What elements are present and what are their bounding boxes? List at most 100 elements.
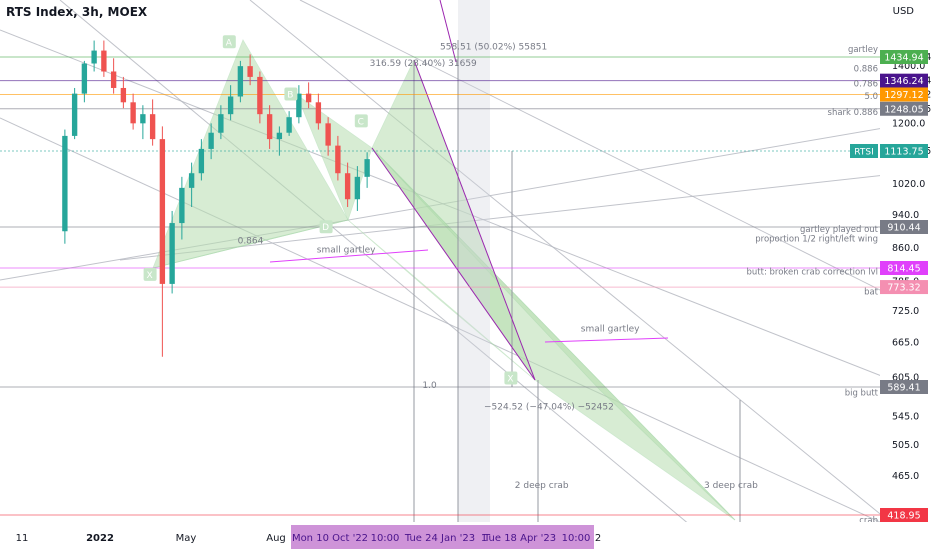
chart-note: small gartley: [581, 325, 640, 335]
price-label-box: [880, 101, 928, 116]
price-label: 1434.94: [884, 53, 923, 64]
price-label: 773.32: [887, 283, 920, 294]
y-tick-label: 860.0: [892, 243, 919, 254]
candle-body: [325, 123, 331, 146]
candle-body: [208, 132, 214, 149]
time-range-label: Tue 18 Apr '23: [483, 533, 556, 544]
candle-body: [286, 117, 292, 133]
candle-body: [71, 93, 78, 136]
point-label-box: [319, 220, 333, 234]
point-label-box: [222, 35, 236, 49]
harmonic-pattern-shape: [347, 219, 536, 381]
trend-line: [299, 0, 901, 301]
trend-line: [119, 169, 931, 261]
candle-body: [179, 187, 185, 224]
candle-body: [159, 139, 166, 284]
chart-note: 2 deep crab: [515, 481, 569, 491]
small-gartley-line: [269, 249, 429, 263]
harmonic-pattern-shape: [371, 147, 736, 521]
price-label-box: [880, 220, 928, 234]
candle-body: [169, 223, 175, 284]
chart-note: 316.59 (28.40%) 31659: [370, 59, 477, 69]
price-label: 814.45: [887, 263, 920, 274]
candle-body: [62, 135, 68, 232]
trend-line: [59, 0, 721, 550]
chart-note: small gartley: [317, 245, 376, 255]
level-note: crab: [859, 516, 878, 526]
price-label: 1346.24: [884, 76, 923, 87]
point-label-box: [354, 114, 368, 128]
x-tick-label: 2022: [86, 533, 114, 544]
price-label: 1248.05: [884, 104, 923, 115]
point-label-box: [143, 267, 157, 281]
candle-body: [335, 145, 341, 174]
candle-body: [101, 50, 107, 72]
level-note: big butt: [845, 389, 879, 399]
price-label: 589.41: [887, 383, 920, 394]
price-label-box: [880, 380, 928, 394]
time-range-label: 10:00: [371, 533, 400, 544]
level-note: 5.0: [864, 92, 878, 102]
candle-body: [91, 50, 97, 64]
projection-band: [458, 0, 490, 522]
level-note: 0.886: [854, 64, 878, 74]
candle-body: [364, 159, 370, 177]
chart-note: 1.0: [422, 381, 437, 391]
candle-body: [81, 63, 88, 94]
candle-body: [305, 93, 312, 103]
price-label: 1113.75: [884, 147, 923, 158]
point-label: D: [322, 223, 329, 233]
y-tick-label: 1020.0: [892, 179, 925, 190]
y-tick-label: 505.0: [892, 440, 919, 451]
price-label-box: [880, 508, 928, 522]
candle-body: [110, 71, 117, 88]
candle-body: [140, 114, 146, 124]
point-label-box: [504, 371, 518, 385]
point-label: B: [287, 91, 293, 101]
price-label-box: [880, 280, 928, 295]
chart-note: −524.52 (−47.04%) −52452: [484, 403, 614, 413]
x-tick-label: May: [176, 533, 197, 544]
point-label: A: [226, 38, 233, 48]
level-note: gartley: [848, 45, 878, 55]
chart-note: 558.51 (50.02%) 55851: [440, 42, 547, 52]
point-label-box: [284, 87, 298, 101]
candle-body: [257, 76, 263, 115]
currency-label: USD: [892, 6, 914, 17]
y-tick-label: 465.0: [892, 471, 919, 482]
point-label: X: [507, 374, 513, 384]
price-label-box: [880, 144, 928, 158]
point-label: C: [358, 117, 364, 127]
candle-body: [315, 102, 322, 124]
small-gartley-line: [544, 337, 669, 343]
price-label-box: [880, 73, 928, 88]
candle-body: [344, 173, 351, 200]
price-label: 910.44: [887, 223, 920, 234]
candle-body: [198, 148, 205, 174]
level-note: proportion 1/2 right/left wing: [755, 235, 878, 245]
trend-line: [0, 117, 931, 546]
level-note: gartley played out: [800, 225, 879, 235]
price-label: 418.95: [887, 511, 920, 522]
x-tick-label: Aug: [266, 533, 286, 544]
candle-body: [218, 114, 224, 133]
candle-body: [247, 66, 253, 77]
y-tick-label: 545.0: [892, 411, 919, 422]
y-tick-label: 725.0: [892, 306, 919, 317]
candle-body: [237, 66, 244, 97]
x-tick-label: 11: [16, 533, 29, 544]
x-tick-label: 2: [595, 533, 601, 544]
candle-body: [354, 176, 361, 200]
candle-body: [188, 173, 195, 188]
time-range-label: Mon 10 Oct '22: [292, 533, 368, 544]
chart-note: 3 deep crab: [704, 481, 758, 491]
price-label-box: [880, 50, 928, 64]
candle-body: [120, 87, 127, 103]
projection-line: [371, 147, 536, 381]
harmonic-pattern-shape: [152, 219, 349, 269]
time-range-label: Tue 24 Jan '23: [404, 533, 475, 544]
level-note: butt: broken crab correction lvl: [747, 268, 879, 278]
time-range-label: 1: [481, 533, 487, 544]
level-note: 0.786: [854, 80, 878, 90]
